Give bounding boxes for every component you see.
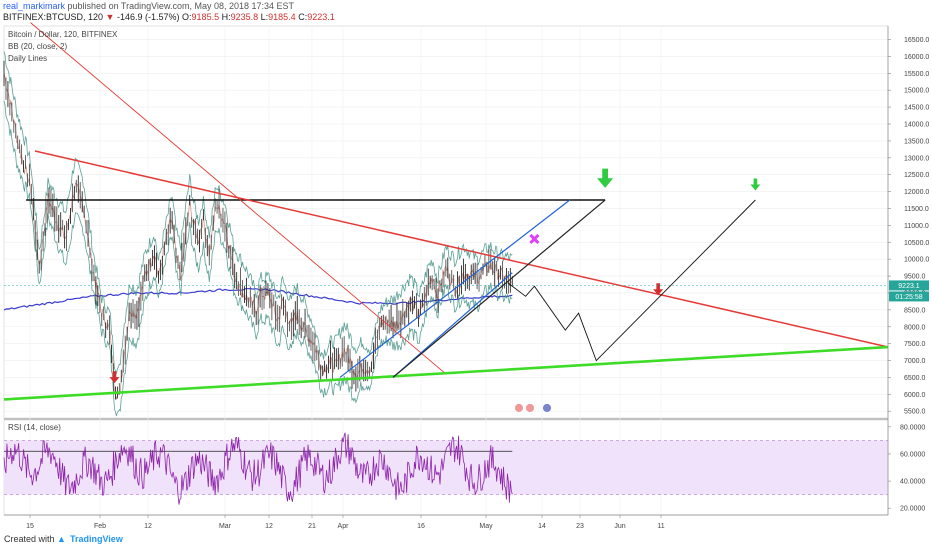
event-icons xyxy=(514,403,552,413)
price-tags: 9223.1 01:25:58 xyxy=(4,280,929,302)
price-axis[interactable]: 16500.0 16000.0 15500.0 15000.0 14500.0 14000… xyxy=(887,26,929,515)
x-tick-label: 12 xyxy=(144,523,152,530)
x-tick-label: May xyxy=(479,523,493,530)
y-tick-label: 9500.0 xyxy=(904,274,926,281)
rsi-tick-label: 60.0000 xyxy=(900,451,925,458)
y-tick-label: 15500.0 xyxy=(904,71,929,78)
y-tick-label: 14000.0 xyxy=(904,122,929,129)
x-tick-label: 15 xyxy=(26,523,34,530)
y-tick-label: 15000.0 xyxy=(904,88,929,95)
y-tick-label: 12000.0 xyxy=(904,189,929,196)
x-tick-label: Feb xyxy=(94,523,106,530)
rsi-axis[interactable]: 80.0000 60.0000 40.0000 20.0000 xyxy=(888,424,925,513)
open-label: O: xyxy=(182,12,192,22)
drawn-trendlines xyxy=(3,22,889,401)
y-tick-label: 8000.0 xyxy=(904,324,926,331)
close-label: C: xyxy=(298,12,308,22)
y-tick-label: 11000.0 xyxy=(904,223,929,230)
time-axis[interactable]: 15 Feb 12 Mar 12 21 Apr 16 May 14 23 Jun 11 xyxy=(4,514,888,530)
y-tick-label: 10000.0 xyxy=(904,257,929,264)
y-tick-label: 5500.0 xyxy=(904,409,926,416)
y-tick-label: 7000.0 xyxy=(904,358,926,365)
y-tick-label: 8500.0 xyxy=(904,307,926,314)
x-tick-label: Apr xyxy=(338,523,350,530)
y-tick-label: 6000.0 xyxy=(904,392,926,399)
event-flag-icon xyxy=(525,403,535,413)
x-tick-label: 11 xyxy=(657,523,664,530)
down-arrow-green-1-icon xyxy=(597,168,614,188)
author-link[interactable]: real_markimark xyxy=(3,1,66,11)
projection-path xyxy=(507,199,756,362)
y-tick-label: 13000.0 xyxy=(904,155,929,162)
grid xyxy=(3,25,889,516)
close-value: 9223.1 xyxy=(307,12,335,22)
down-arrow-red-2-icon xyxy=(653,283,664,296)
y-tick-label: 13500.0 xyxy=(904,138,929,145)
legend-daily-lines[interactable]: Daily Lines xyxy=(8,54,48,63)
drawn-markers xyxy=(109,168,761,384)
line-steep-downtrend xyxy=(30,22,447,375)
line-channel-lower xyxy=(339,199,571,378)
y-tick-label: 7500.0 xyxy=(904,341,926,348)
event-flag-icon xyxy=(514,403,524,413)
x-marker-magenta xyxy=(529,233,540,244)
symbol-label: BITFINEX:BTCUSD, 120 xyxy=(3,12,104,22)
low-value: 9185.4 xyxy=(268,12,296,22)
y-tick-label: 11500.0 xyxy=(904,206,929,213)
x-tick-label: Jun xyxy=(614,523,625,530)
rsi-tick-label: 20.0000 xyxy=(900,506,925,513)
countdown-tag xyxy=(889,291,929,302)
change-arrow-icon: ▼ xyxy=(105,12,115,22)
open-value: 9185.5 xyxy=(191,12,220,22)
legend-symbol[interactable]: Bitcoin / Dollar, 120, BITFINEX xyxy=(8,30,118,39)
bb-lower-band xyxy=(3,100,513,417)
x-tick-label: 16 xyxy=(417,523,425,530)
rsi-tick-label: 40.0000 xyxy=(900,479,925,486)
low-label: L: xyxy=(260,12,269,22)
event-flag-icon xyxy=(542,403,552,413)
publish-text: published on TradingView.com, May 08, 20… xyxy=(67,1,295,11)
publish-info: real_markimark published on TradingView.… xyxy=(3,1,294,12)
y-tick-label: 6500.0 xyxy=(904,375,926,382)
x-tick-label: 14 xyxy=(538,523,546,530)
current-price-tag xyxy=(889,280,929,291)
x-tick-label: 12 xyxy=(265,523,273,530)
down-arrow-red-1-icon xyxy=(109,371,120,384)
change-value: -146.9 (-1.57%) xyxy=(116,12,180,22)
line-support xyxy=(3,345,889,401)
line-downtrend xyxy=(34,150,889,348)
x-tick-label: 23 xyxy=(576,523,584,530)
rsi-series xyxy=(3,432,513,505)
countdown-label: 01:25:58 xyxy=(895,294,922,301)
x-tick-label: 21 xyxy=(308,523,316,530)
legend-bb[interactable]: BB (20, close, 2) xyxy=(8,42,68,51)
ohlc-bar: BITFINEX:BTCUSD, 120 ▼ -146.9 (-1.57%) O… xyxy=(3,12,335,23)
tradingview-brand[interactable]: TradingView xyxy=(69,534,123,544)
bb-upper-band xyxy=(3,51,513,374)
footer: Created with ▲ TradingView xyxy=(4,534,123,544)
tradingview-logo-icon: ▲ xyxy=(57,534,66,544)
created-with-text: Created with xyxy=(4,534,55,544)
projection-line xyxy=(507,199,756,362)
y-tick-label: 12500.0 xyxy=(904,172,929,179)
y-tick-label: 16500.0 xyxy=(904,37,929,44)
high-label: H: xyxy=(221,12,231,22)
line-channel-upper xyxy=(392,272,513,378)
current-price-label: 9223.1 xyxy=(898,283,920,290)
down-arrow-green-2-icon xyxy=(750,178,761,191)
x-tick-label: Mar xyxy=(219,523,232,530)
high-value: 9235.8 xyxy=(230,12,259,22)
y-tick-label: 10500.0 xyxy=(904,240,929,247)
y-tick-label: 16000.0 xyxy=(904,54,929,61)
rsi-legend[interactable]: RSI (14, close) xyxy=(8,423,61,432)
rsi-tick-label: 80.0000 xyxy=(900,424,925,431)
price-series xyxy=(3,51,513,417)
line-target-line xyxy=(392,199,606,378)
x-stroke-b xyxy=(529,233,540,244)
main-pane-frame xyxy=(3,25,889,419)
y-tick-label: 14500.0 xyxy=(904,105,929,112)
rsi-line xyxy=(3,432,513,505)
